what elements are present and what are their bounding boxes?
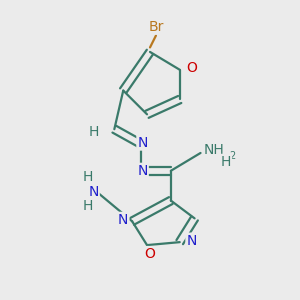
Text: O: O bbox=[186, 61, 197, 75]
Text: O: O bbox=[145, 247, 155, 261]
Text: N: N bbox=[88, 184, 99, 199]
Text: NH: NH bbox=[203, 143, 224, 157]
Text: N: N bbox=[137, 164, 148, 178]
Text: 2: 2 bbox=[230, 151, 236, 161]
Text: H: H bbox=[88, 125, 99, 139]
Text: H: H bbox=[82, 200, 93, 214]
Text: N: N bbox=[118, 213, 128, 227]
Text: Br: Br bbox=[148, 20, 164, 34]
Text: H: H bbox=[220, 155, 231, 169]
Text: N: N bbox=[186, 234, 197, 248]
Text: H: H bbox=[82, 170, 93, 184]
Text: N: N bbox=[137, 136, 148, 150]
